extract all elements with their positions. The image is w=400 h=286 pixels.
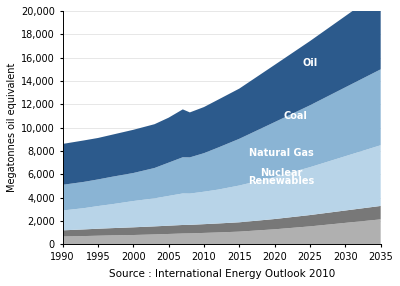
- Text: Oil: Oil: [302, 59, 318, 68]
- Y-axis label: Megatonnes oil equivalent: Megatonnes oil equivalent: [7, 63, 17, 192]
- Text: Renewables: Renewables: [249, 176, 315, 186]
- Text: Natural Gas: Natural Gas: [249, 148, 314, 158]
- Text: Nuclear: Nuclear: [260, 168, 303, 178]
- Text: Coal: Coal: [284, 111, 308, 121]
- X-axis label: Source : International Energy Outlook 2010: Source : International Energy Outlook 20…: [108, 269, 335, 279]
